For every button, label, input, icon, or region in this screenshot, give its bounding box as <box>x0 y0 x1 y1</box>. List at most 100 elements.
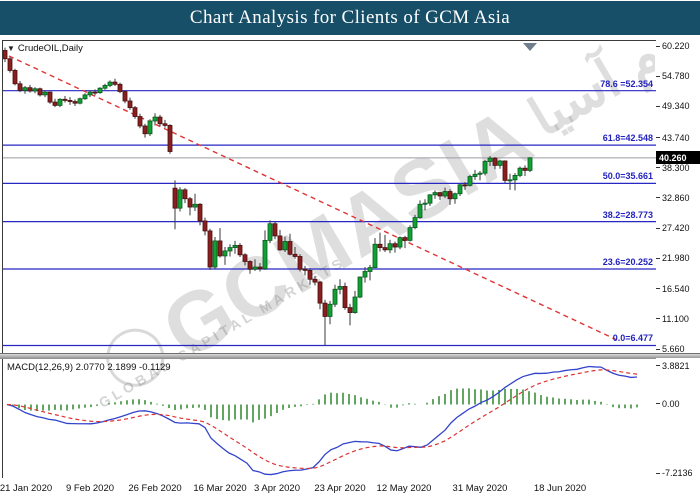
candle-body <box>222 250 228 257</box>
price-tick: 11.100 <box>656 314 689 324</box>
candle-body <box>287 241 293 255</box>
main-chart-panel[interactable]: ▼ CrudeOIL,Daily 78.6 =52.354 61.8=42.548… <box>2 40 657 355</box>
candle-body <box>402 237 408 241</box>
candle-body <box>457 184 463 195</box>
candle-body <box>427 194 433 204</box>
macd-indicator-label: MACD(12,26,9) 2.0770 2.1899 -0.1129 <box>7 362 171 373</box>
candle-body <box>82 94 88 100</box>
candle-body <box>442 191 448 197</box>
fib-label: 0.0=6.477 <box>612 333 653 344</box>
fib-label: 23.6=20.252 <box>602 256 653 267</box>
price-tick: 27.420 <box>656 223 690 233</box>
macd-scale[interactable]: 3.8821 0.00 -7.2136 <box>656 358 700 478</box>
candle-body <box>137 116 143 127</box>
macd-panel[interactable]: MACD(12,26,9) 2.0770 2.1899 -0.1129 <box>2 358 657 480</box>
candle-body <box>197 203 203 222</box>
current-price-badge: 40.260 <box>656 151 700 164</box>
candle-body <box>232 244 238 248</box>
candle-body <box>247 261 253 270</box>
candle-body <box>337 286 343 290</box>
candle-body <box>172 187 178 209</box>
candlestick-plot[interactable] <box>3 41 656 354</box>
candle-body <box>367 267 373 272</box>
candle-body <box>262 239 268 270</box>
candle-body <box>22 87 28 91</box>
candle-body <box>72 101 78 104</box>
candle-body <box>352 296 358 313</box>
panel-separator[interactable] <box>0 353 700 359</box>
candle-body <box>292 253 298 257</box>
candle-body <box>407 227 413 241</box>
candle-body <box>182 189 188 200</box>
candle-body <box>3 50 8 60</box>
candle-body <box>477 172 483 175</box>
candle-body <box>302 268 308 271</box>
macd-scale-tick: 3.8821 <box>656 361 690 371</box>
candle-body <box>157 116 163 125</box>
date-label: 21 Jan 2020 <box>0 483 53 494</box>
symbol-label: ▼ CrudeOIL,Daily <box>7 43 83 54</box>
candle-body <box>432 192 438 196</box>
candle-body <box>92 91 98 94</box>
date-label: 3 Apr 2020 <box>254 483 300 494</box>
candle-body <box>252 266 258 270</box>
candle-body <box>257 266 263 270</box>
candle-body <box>67 100 73 102</box>
symbol-name: CrudeOIL,Daily <box>17 43 83 54</box>
macd-scale-tick: -7.2136 <box>656 468 693 478</box>
candle-body <box>122 91 128 102</box>
candle-body <box>452 193 458 200</box>
time-axis[interactable]: 21 Jan 2020 9 Feb 2020 26 Feb 2020 16 Mar 2… <box>0 478 700 500</box>
candle-body <box>212 240 218 268</box>
candle-body <box>112 81 118 85</box>
candle-body <box>472 173 478 177</box>
candle-body <box>462 184 468 187</box>
candle-body <box>322 302 328 317</box>
candle-body <box>492 157 498 166</box>
candle-body <box>142 125 148 135</box>
price-tick: 5.660 <box>656 344 685 354</box>
candle-body <box>102 85 108 89</box>
symbol-dropdown-icon[interactable]: ▼ <box>7 44 15 53</box>
candle-body <box>7 58 13 71</box>
candle-body <box>17 83 23 91</box>
candle-body <box>362 271 368 278</box>
price-tick: 16.540 <box>656 284 690 294</box>
candle-body <box>497 160 503 166</box>
fib-label: 78.6 =52.354 <box>600 78 653 89</box>
price-tick: 60.220 <box>656 41 690 51</box>
chart-shift-marker-icon[interactable] <box>523 43 537 51</box>
candle-body <box>447 191 453 200</box>
candle-body <box>372 243 378 268</box>
candle-body <box>277 235 283 251</box>
date-label: 26 Feb 2020 <box>128 483 182 494</box>
price-tick: 38.300 <box>656 163 690 173</box>
date-label: 23 Apr 2020 <box>314 483 366 494</box>
candle-body <box>117 83 123 92</box>
candle-body <box>347 307 353 313</box>
candle-body <box>52 101 58 106</box>
price-scale[interactable]: 60.220 54.780 49.340 43.740 38.300 32.860 27.4… <box>656 40 700 354</box>
candle-body <box>502 160 508 181</box>
price-tick: 43.740 <box>656 133 690 143</box>
page-title: Chart Analysis for Clients of GCM Asia <box>189 7 511 28</box>
candle-body <box>42 91 48 96</box>
candle-body <box>467 176 473 186</box>
candle-body <box>387 243 393 251</box>
candle-body <box>87 91 93 96</box>
macd-line <box>6 365 638 476</box>
candle-body <box>152 116 158 122</box>
trend-line[interactable] <box>8 55 620 342</box>
candle-body <box>512 175 518 181</box>
candle-body <box>417 203 423 219</box>
candle-body <box>177 189 183 209</box>
date-label: 12 May 2020 <box>376 483 432 494</box>
candle-body <box>27 87 33 92</box>
candle-body <box>57 98 63 106</box>
macd-plot[interactable] <box>3 359 656 479</box>
candle-body <box>227 247 233 252</box>
candle-body <box>332 288 338 305</box>
macd-scale-tick: 0.00 <box>656 399 680 409</box>
candle-body <box>422 202 428 205</box>
